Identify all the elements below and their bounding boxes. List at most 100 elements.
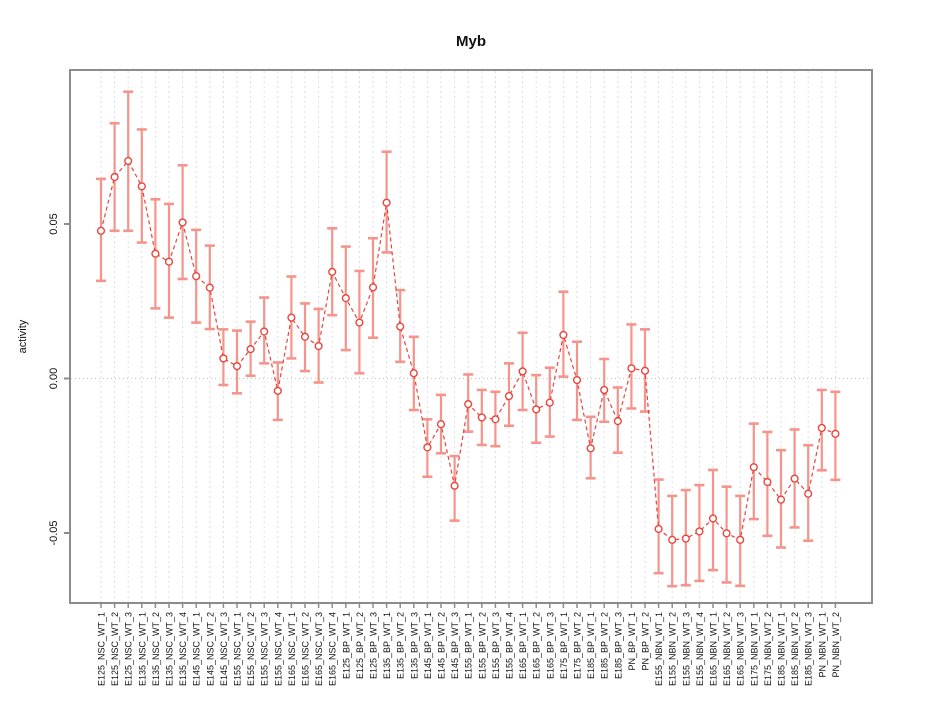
- data-point: [178, 218, 187, 227]
- data-point: [409, 369, 418, 378]
- data-point: [232, 362, 242, 371]
- data-point: [287, 313, 296, 322]
- data-point: [450, 481, 459, 490]
- error-bar: [232, 329, 242, 395]
- x-tick-label: E135_NSC_WT_1: [137, 612, 147, 686]
- data-point: [736, 535, 745, 544]
- chart-title: Myb: [456, 33, 486, 50]
- x-tick-label: E125_NSC_WT_3: [124, 612, 134, 686]
- x-tick-label: E135_NSC_WT_4: [178, 612, 188, 686]
- x-tick-label: E185_BP_WT_3: [613, 612, 623, 679]
- y-tick-label: 0.05: [48, 213, 60, 234]
- x-tick-label: PN_BP_WT_2: [641, 612, 651, 671]
- x-tick-label: E185_NBN_WT_1: [777, 612, 787, 686]
- data-point: [436, 420, 446, 429]
- y-axis-label: activity: [17, 319, 29, 353]
- x-tick-label: E165_NSC_WT_3: [314, 612, 324, 686]
- data-point: [559, 330, 568, 340]
- x-tick-label: E145_BP_WT_1: [423, 612, 433, 679]
- x-tick-label: E145_NSC_WT_1: [192, 612, 202, 686]
- data-point: [790, 474, 799, 483]
- data-point: [368, 283, 378, 292]
- data-point: [219, 354, 228, 363]
- data-point: [491, 415, 500, 424]
- data-point: [572, 375, 582, 385]
- data-point: [518, 367, 527, 376]
- x-tick-label: E125_BP_WT_3: [369, 612, 379, 679]
- data-point: [382, 198, 391, 207]
- data-point: [164, 257, 174, 266]
- data-point: [681, 534, 690, 543]
- data-point: [464, 400, 473, 409]
- x-tick-label: E155_NSC_WT_4: [273, 612, 283, 686]
- x-tick-label: E145_BP_WT_2: [437, 612, 447, 679]
- data-point: [600, 385, 609, 395]
- x-tick-label: E165_NSC_WT_1: [287, 612, 297, 686]
- x-tick-label: E125_NSC_WT_2: [110, 612, 120, 686]
- x-tick-label: E175_NBN_WT_1: [749, 612, 759, 686]
- x-tick-label: E155_NBN_WT_3: [681, 612, 691, 686]
- data-point: [763, 477, 772, 487]
- data-point: [151, 249, 160, 258]
- data-point: [668, 535, 677, 544]
- data-point: [654, 524, 663, 534]
- x-tick-label: PN_BP_WT_1: [627, 612, 637, 671]
- data-point: [586, 444, 595, 453]
- x-tick-label: E165_NBN_WT_2: [722, 612, 732, 686]
- x-tick-label: E155_BP_WT_4: [505, 612, 515, 679]
- x-tick-label: E155_NSC_WT_3: [260, 612, 270, 686]
- x-tick-label: E135_BP_WT_3: [409, 612, 419, 679]
- data-point: [640, 366, 650, 375]
- data-point: [545, 398, 554, 407]
- data-point: [722, 529, 731, 538]
- data-point: [137, 182, 146, 191]
- data-point: [804, 489, 813, 498]
- x-tick-label: E185_NBN_WT_2: [790, 612, 800, 686]
- x-tick-label: E175_NBN_WT_2: [763, 612, 773, 686]
- x-tick-label: E165_BP_WT_2: [532, 612, 542, 679]
- data-point: [314, 341, 323, 351]
- x-tick-label: E155_NSC_WT_2: [246, 612, 256, 686]
- data-series: [96, 90, 841, 588]
- data-point: [260, 327, 269, 336]
- data-point: [817, 423, 826, 433]
- x-tick-label: E165_NSC_WT_2: [301, 612, 311, 686]
- data-point: [124, 156, 133, 166]
- data-point: [423, 443, 432, 452]
- x-tick-label: E165_BP_WT_3: [545, 612, 555, 679]
- error-bar: [748, 422, 759, 521]
- data-point: [477, 413, 486, 422]
- x-tick-label: E165_BP_WT_1: [518, 612, 528, 679]
- x-tick-label: E155_NSC_WT_1: [233, 612, 243, 686]
- gridlines: [71, 71, 871, 602]
- x-tick-label: E125_NSC_WT_1: [97, 612, 107, 686]
- data-point: [708, 514, 718, 523]
- x-tick-label: E135_BP_WT_1: [382, 612, 392, 679]
- x-tick-label: E145_BP_WT_3: [450, 612, 460, 679]
- x-tick-label: E145_NSC_WT_2: [205, 612, 215, 686]
- data-point: [695, 527, 704, 536]
- data-point: [273, 386, 282, 395]
- data-point: [96, 226, 106, 235]
- x-tick-label: PN_NBN_WT_1: [817, 612, 827, 678]
- x-tick-label: E165_NBN_WT_3: [736, 612, 746, 686]
- x-tick-label: E165_NBN_WT_1: [709, 612, 719, 686]
- data-point: [776, 495, 786, 504]
- x-tick-label: E165_NSC_WT_4: [328, 612, 338, 686]
- x-tick-label: E125_BP_WT_1: [341, 612, 351, 679]
- data-point: [355, 318, 364, 327]
- data-point: [627, 364, 636, 373]
- data-point: [613, 417, 622, 426]
- x-tick-label: E155_NBN_WT_1: [654, 612, 664, 686]
- data-point: [341, 294, 350, 303]
- y-tick-label: -0.05: [48, 520, 60, 545]
- x-tick-label: E185_NBN_WT_3: [804, 612, 814, 686]
- x-tick-label: E155_BP_WT_2: [477, 612, 487, 679]
- x-tick-label: E135_NSC_WT_3: [165, 612, 175, 686]
- x-tick-label: E125_BP_WT_2: [355, 612, 365, 679]
- data-point: [192, 272, 201, 281]
- data-point: [205, 283, 214, 292]
- x-tick-label: E155_BP_WT_1: [464, 612, 474, 679]
